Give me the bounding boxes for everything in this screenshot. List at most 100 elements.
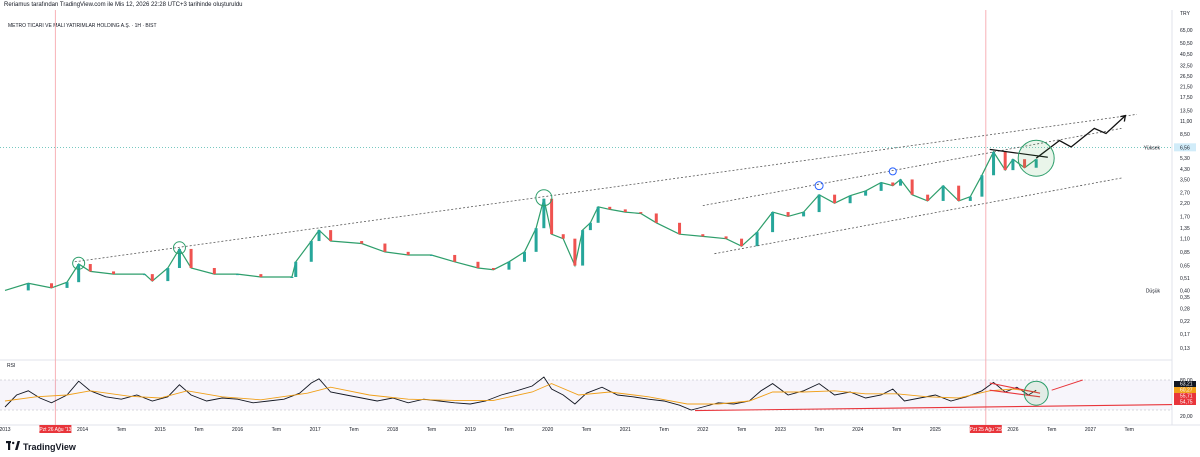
- price-axis-tick-label: 4,30: [1180, 167, 1190, 173]
- time-axis-tick-label: Tem: [582, 427, 591, 433]
- low-label: Düşük: [1146, 288, 1161, 294]
- price-candle: [294, 261, 298, 277]
- price-candle: [608, 206, 612, 210]
- price-axis-tick-label: 65,00: [1180, 28, 1193, 34]
- highlight-circle: [814, 181, 824, 191]
- price-candle: [1011, 159, 1015, 171]
- time-axis-tick-label: 2017: [310, 427, 321, 433]
- price-axis-tick-label: 26,50: [1180, 74, 1193, 80]
- price-candle: [309, 241, 313, 262]
- date-marker-badge: [39, 425, 72, 433]
- price-candle: [755, 232, 759, 247]
- price-candle: [1034, 159, 1038, 168]
- price-candle: [177, 248, 181, 268]
- time-axis-tick-label: Tem: [349, 427, 358, 433]
- price-axis-tick-label: 2,70: [1180, 191, 1190, 197]
- price-candle: [968, 196, 972, 201]
- attribution-text: Reriamus tarafından TradingView.com ile …: [4, 2, 243, 8]
- date-marker-badge: [969, 425, 1002, 433]
- price-candle: [1003, 151, 1007, 171]
- time-axis-tick-label: 2022: [697, 427, 708, 433]
- price-candle: [879, 182, 883, 191]
- date-marker-badge-text: Pzt 26 Ağu '13: [39, 427, 71, 433]
- price-candle: [212, 267, 216, 275]
- time-axis-tick-label: Tem: [737, 427, 746, 433]
- highlight-circle: [888, 167, 897, 176]
- price-axis-tick-label: 0,65: [1180, 264, 1190, 270]
- price-candle: [771, 212, 775, 233]
- price-candle: [899, 179, 903, 186]
- highlight-circle: [172, 241, 186, 255]
- price-candle: [786, 212, 790, 217]
- price-candle: [290, 276, 294, 278]
- price-candle: [383, 243, 387, 252]
- price-candle: [833, 194, 837, 204]
- drawings-layer: [72, 113, 1173, 412]
- price-candle: [891, 182, 895, 186]
- highlight-circle: [72, 256, 86, 270]
- price-candle: [588, 222, 592, 231]
- price-candle: [522, 251, 526, 262]
- high-label: Yüksek: [1144, 145, 1161, 151]
- rsi-arrow: [1051, 379, 1083, 391]
- price-candle: [639, 212, 643, 214]
- price-candle: [701, 234, 705, 237]
- price-candle: [910, 179, 914, 195]
- time-axis-tick-label: Tem: [814, 427, 823, 433]
- price-candle: [26, 283, 30, 291]
- time-axis[interactable]: 2013 2014 Tem 2015 Tem 2016 Tem 2017 Tem 2018 Tem 2…: [0, 425, 1134, 433]
- price-candle: [360, 241, 364, 244]
- tradingview-logo[interactable]: TradingView: [6, 441, 76, 453]
- time-axis-tick-label: 2016: [232, 427, 243, 433]
- price-axis-tick-label: 8,50: [1180, 132, 1190, 138]
- price-axis-tick-label: 0,51: [1180, 276, 1190, 282]
- price-badge: [1174, 286, 1196, 295]
- price-axis-tick-label: 3,50: [1180, 177, 1190, 183]
- price-candle: [957, 185, 961, 201]
- rsi-value-badge: [1174, 393, 1196, 399]
- price-candle: [329, 230, 333, 242]
- price-axis-tick-label: 0,35: [1180, 295, 1190, 301]
- projection-arrowhead: [1120, 114, 1127, 122]
- price-badge: [1174, 143, 1196, 152]
- tradingview-logo-text: TradingView: [23, 442, 76, 452]
- rsi-title[interactable]: RSI: [7, 363, 16, 369]
- price-candle: [864, 190, 868, 196]
- price-candle: [166, 267, 170, 282]
- time-axis-tick-label: 2024: [852, 427, 863, 433]
- lower-channel-line: [714, 177, 1122, 255]
- price-axis-tick-label: 5,30: [1180, 156, 1190, 162]
- time-axis-tick-label: Tem: [659, 427, 668, 433]
- time-axis-tick-label: 2013: [0, 427, 11, 433]
- price-candle: [817, 194, 821, 213]
- price-candle: [740, 238, 744, 247]
- price-candle: [724, 236, 728, 239]
- rsi-axis-tick-label: 20,00: [1180, 414, 1193, 420]
- rsi-value-badge-text: 63,21: [1180, 382, 1193, 388]
- price-axis-tick-label: 32,50: [1180, 63, 1193, 69]
- price-badge-value: 0,40: [1180, 288, 1190, 294]
- mid-channel-line: [702, 127, 1122, 206]
- symbol-title[interactable]: METRO TICARI VE MALI YATIRIMLAR HOLDING …: [8, 23, 157, 29]
- rsi-band: [0, 380, 1172, 410]
- price-axis-tick-label: 1,70: [1180, 214, 1190, 220]
- price-candle: [259, 274, 263, 277]
- price-candle: [150, 274, 154, 282]
- price-axis-tick-label: 17,50: [1180, 95, 1193, 101]
- price-axis-tick-label: 1,10: [1180, 237, 1190, 243]
- price-candle: [65, 282, 69, 288]
- price-axis-tick-label: 50,50: [1180, 41, 1193, 47]
- price-pane[interactable]: 65,00 50,50 40,50 32,50 26,50 21,50 17,50 13,50…: [0, 10, 1200, 426]
- price-axis-tick-label: 13,50: [1180, 108, 1193, 114]
- price-candle: [542, 198, 546, 229]
- price-candle: [926, 194, 930, 201]
- price-candle: [802, 212, 806, 217]
- price-candle: [654, 213, 658, 223]
- rsi-highlight-circle: [1023, 380, 1049, 406]
- time-axis-tick-label: Tem: [892, 427, 901, 433]
- rsi-value-badge: [1174, 399, 1196, 405]
- price-axis-tick-label: 40,50: [1180, 52, 1193, 58]
- price-axis-tick-label: 11,00: [1180, 119, 1192, 125]
